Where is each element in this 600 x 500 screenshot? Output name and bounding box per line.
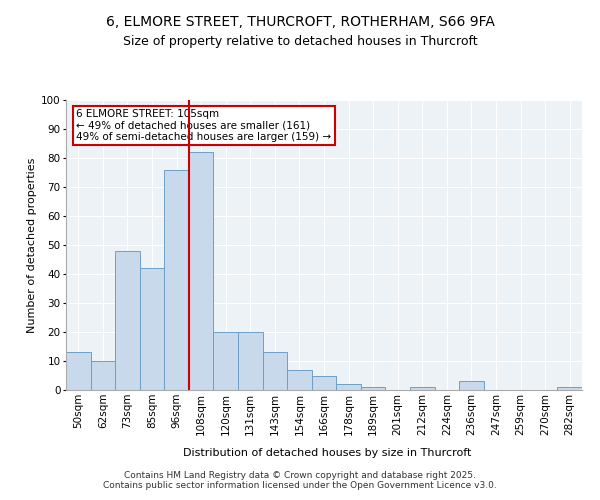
Text: Size of property relative to detached houses in Thurcroft: Size of property relative to detached ho… — [122, 35, 478, 48]
Bar — [557, 387, 582, 390]
Text: Distribution of detached houses by size in Thurcroft: Distribution of detached houses by size … — [183, 448, 471, 458]
Bar — [263, 352, 287, 390]
Bar — [140, 268, 164, 390]
Bar — [66, 352, 91, 390]
Bar — [287, 370, 312, 390]
Bar — [336, 384, 361, 390]
Text: 6 ELMORE STREET: 105sqm
← 49% of detached houses are smaller (161)
49% of semi-d: 6 ELMORE STREET: 105sqm ← 49% of detache… — [76, 108, 331, 142]
Bar — [91, 361, 115, 390]
Bar — [238, 332, 263, 390]
Bar — [214, 332, 238, 390]
Bar — [361, 387, 385, 390]
Bar — [164, 170, 189, 390]
Y-axis label: Number of detached properties: Number of detached properties — [26, 158, 37, 332]
Bar — [312, 376, 336, 390]
Text: Contains HM Land Registry data © Crown copyright and database right 2025.
Contai: Contains HM Land Registry data © Crown c… — [103, 470, 497, 490]
Bar — [459, 382, 484, 390]
Bar — [115, 251, 140, 390]
Text: 6, ELMORE STREET, THURCROFT, ROTHERHAM, S66 9FA: 6, ELMORE STREET, THURCROFT, ROTHERHAM, … — [106, 15, 494, 29]
Bar — [189, 152, 214, 390]
Bar — [410, 387, 434, 390]
